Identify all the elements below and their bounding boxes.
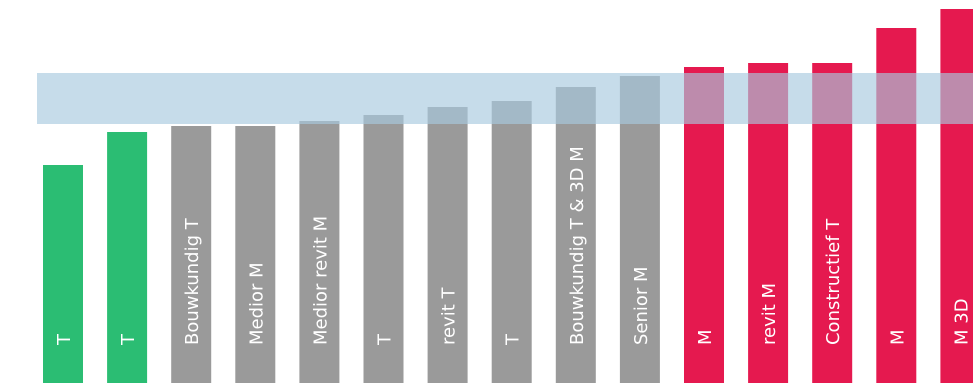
bar: [491, 101, 532, 383]
bars-layer: [43, 9, 973, 383]
bar-label: Constructief T: [823, 218, 844, 345]
bar-label: revit T: [439, 286, 460, 345]
bar-label: revit M: [759, 283, 780, 345]
bar-label: M: [695, 329, 716, 345]
bar-label: Medior revit M: [310, 216, 331, 345]
bar: [43, 165, 83, 383]
bar: [619, 76, 660, 383]
bar: [299, 121, 340, 383]
bar-label: M 3D: [951, 298, 972, 345]
bar: [235, 126, 276, 383]
bar: [940, 9, 973, 383]
bar-label: Senior M: [631, 266, 652, 345]
bar: [171, 126, 212, 383]
highlight-band-layer: [37, 73, 973, 124]
bar-label: T: [503, 333, 524, 346]
bar: [427, 107, 468, 383]
bar-label: T: [375, 333, 396, 346]
bar-label: T: [54, 333, 75, 346]
bar-label: Medior M: [246, 262, 267, 345]
bar-label: M: [887, 329, 908, 345]
bar: [363, 115, 404, 383]
bar-label: Bouwkundig T & 3D M: [567, 146, 588, 345]
bar: [107, 132, 148, 383]
highlight-band: [37, 73, 973, 124]
bar-label: T: [118, 333, 139, 346]
bar: [555, 87, 596, 383]
bar-label: Bouwkundig T: [182, 217, 203, 345]
